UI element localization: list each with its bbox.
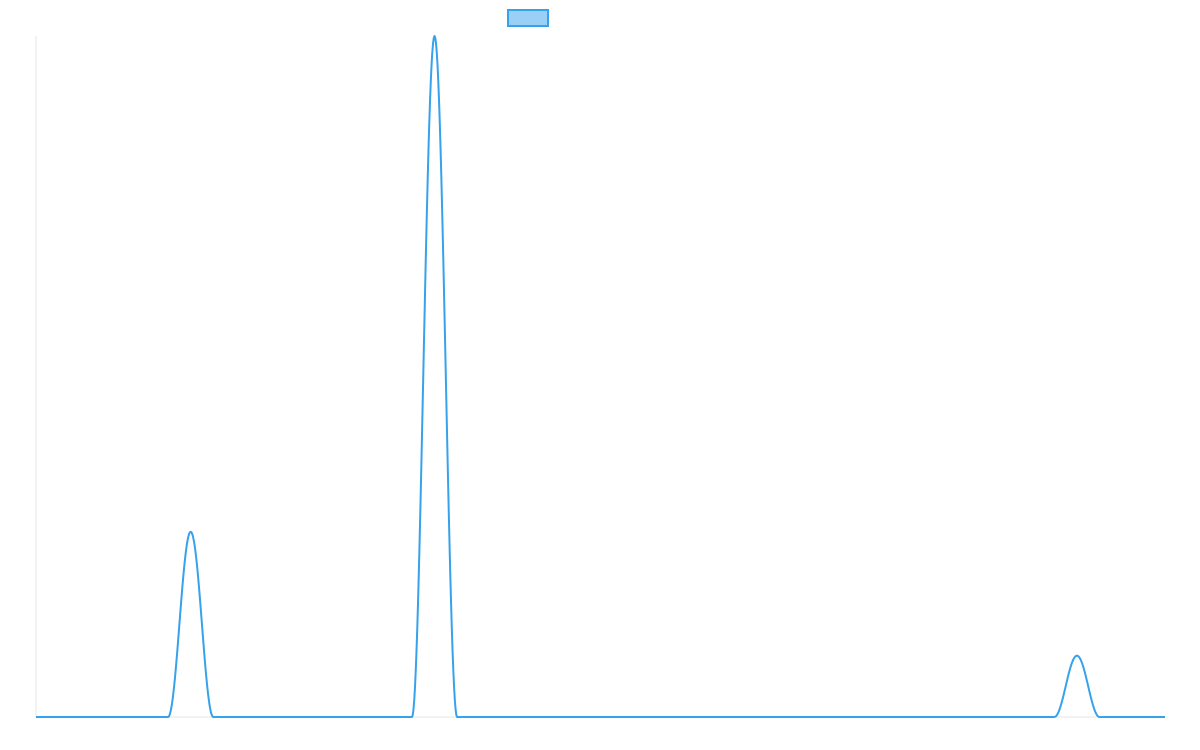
legend[interactable] xyxy=(507,9,549,27)
series-layer xyxy=(36,35,1165,718)
legend-swatch[interactable] xyxy=(507,9,549,27)
series-line-0 xyxy=(36,35,1165,718)
